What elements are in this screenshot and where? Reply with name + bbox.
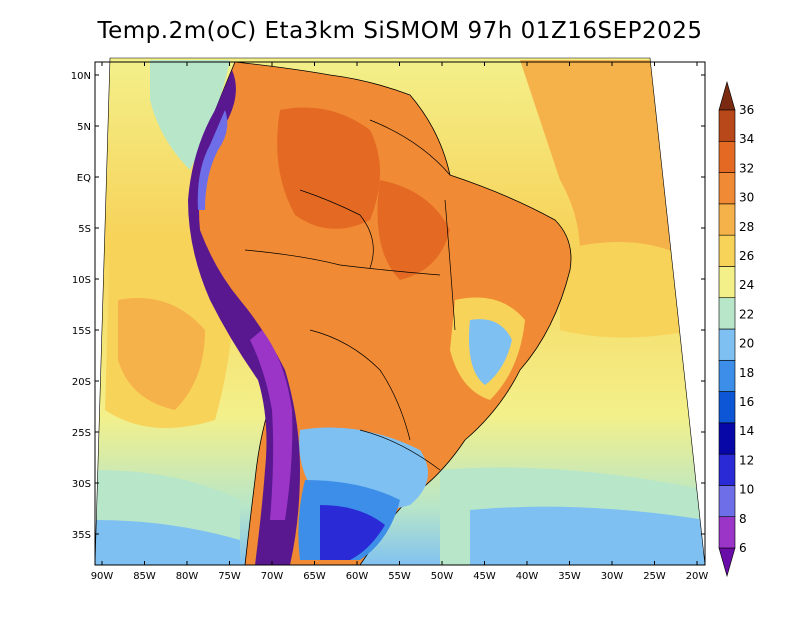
colorbar-label: 14 — [739, 424, 754, 438]
pacific-hot-zone — [118, 298, 205, 410]
lon-label: 75W — [218, 571, 241, 582]
colorbar-segment — [718, 453, 736, 486]
country-borders — [244, 119, 456, 471]
colorbar-max-triangle — [718, 80, 736, 111]
colorbar-label: 30 — [739, 191, 754, 205]
colorbar-label: 6 — [739, 541, 747, 555]
colorbar-label: 18 — [739, 366, 754, 380]
pampas-colder — [320, 505, 385, 560]
amazon-hot-zone — [277, 107, 380, 229]
lon-label: 40W — [516, 571, 539, 582]
lon-label: 55W — [388, 571, 411, 582]
lon-label: 80W — [176, 571, 199, 582]
lon-label: 30W — [601, 571, 624, 582]
map-title: Temp.2m(oC) Eta3km SiSMOM 97h 01Z16SEP20… — [97, 18, 703, 44]
andes-core — [250, 330, 293, 520]
colorbar-segment — [718, 391, 736, 424]
lon-label: 60W — [346, 571, 369, 582]
lat-label: 5S — [78, 224, 91, 235]
colorbar-label: 16 — [739, 395, 754, 409]
longitude-axis: 90W 85W 80W 75W 70W 65W 60W 55W 50W 45W 40W 35W 30W 2… — [91, 62, 709, 582]
colorbar-segment — [718, 203, 736, 236]
pacific-cool-strip — [150, 60, 230, 170]
lat-label: 10S — [72, 275, 91, 286]
lon-label: 65W — [303, 571, 326, 582]
northern-andes-core — [197, 110, 228, 210]
colorbar-segment — [718, 109, 736, 142]
colorbar-label: 8 — [739, 512, 747, 526]
colorbar-segment — [718, 297, 736, 330]
lat-label: 10N — [71, 71, 91, 82]
lon-label: 35W — [558, 571, 581, 582]
lat-label: 35S — [72, 530, 91, 541]
south-atlantic-cold — [470, 506, 705, 565]
colorbar-segment — [718, 234, 736, 267]
lon-label: 50W — [431, 571, 454, 582]
lat-label: EQ — [77, 173, 91, 184]
model-domain — [95, 58, 705, 565]
colorbar-label: 26 — [739, 249, 754, 263]
colorbar-label: 20 — [739, 337, 754, 351]
colorbar-segment — [718, 485, 736, 518]
colorbar-label: 32 — [739, 161, 754, 175]
lon-label: 25W — [643, 571, 666, 582]
colorbar: 6 8 10 12 14 16 18 20 22 24 26 28 30 32 34 36 — [718, 80, 754, 578]
colorbar-segment — [718, 359, 736, 392]
colorbar-segment — [718, 516, 736, 549]
lon-label: 90W — [91, 571, 114, 582]
atlantic-warm-zone — [560, 242, 695, 338]
lon-label: 45W — [473, 571, 496, 582]
latitude-axis: 10N 5N EQ 5S 10S 15S 20S 25S 30S 35S — [71, 71, 705, 541]
lat-label: 5N — [77, 122, 91, 133]
colorbar-segment — [718, 266, 736, 299]
lat-label: 20S — [72, 377, 91, 388]
colorbar-min-triangle — [718, 547, 736, 578]
south-pacific-cold — [95, 520, 240, 565]
colorbar-segment — [718, 140, 736, 173]
colorbar-label: 10 — [739, 483, 754, 497]
andes-cold-belt — [188, 70, 300, 565]
colorbar-label: 22 — [739, 307, 754, 321]
colorbar-label: 28 — [739, 220, 754, 234]
colorbar-segment — [718, 328, 736, 361]
colorbar-segment — [718, 422, 736, 455]
colorbar-label: 24 — [739, 278, 754, 292]
lon-label: 70W — [261, 571, 284, 582]
lat-label: 15S — [72, 326, 91, 337]
colorbar-label: 34 — [739, 132, 754, 146]
colorbar-label: 12 — [739, 453, 754, 467]
lon-label: 20W — [686, 571, 709, 582]
southeast-highlands-cool — [469, 319, 512, 385]
lat-label: 30S — [72, 479, 91, 490]
colorbar-segment — [718, 172, 736, 205]
lon-label: 85W — [133, 571, 156, 582]
colorbar-label: 36 — [739, 103, 754, 117]
central-hot-zone — [377, 180, 450, 280]
lat-label: 25S — [72, 428, 91, 439]
